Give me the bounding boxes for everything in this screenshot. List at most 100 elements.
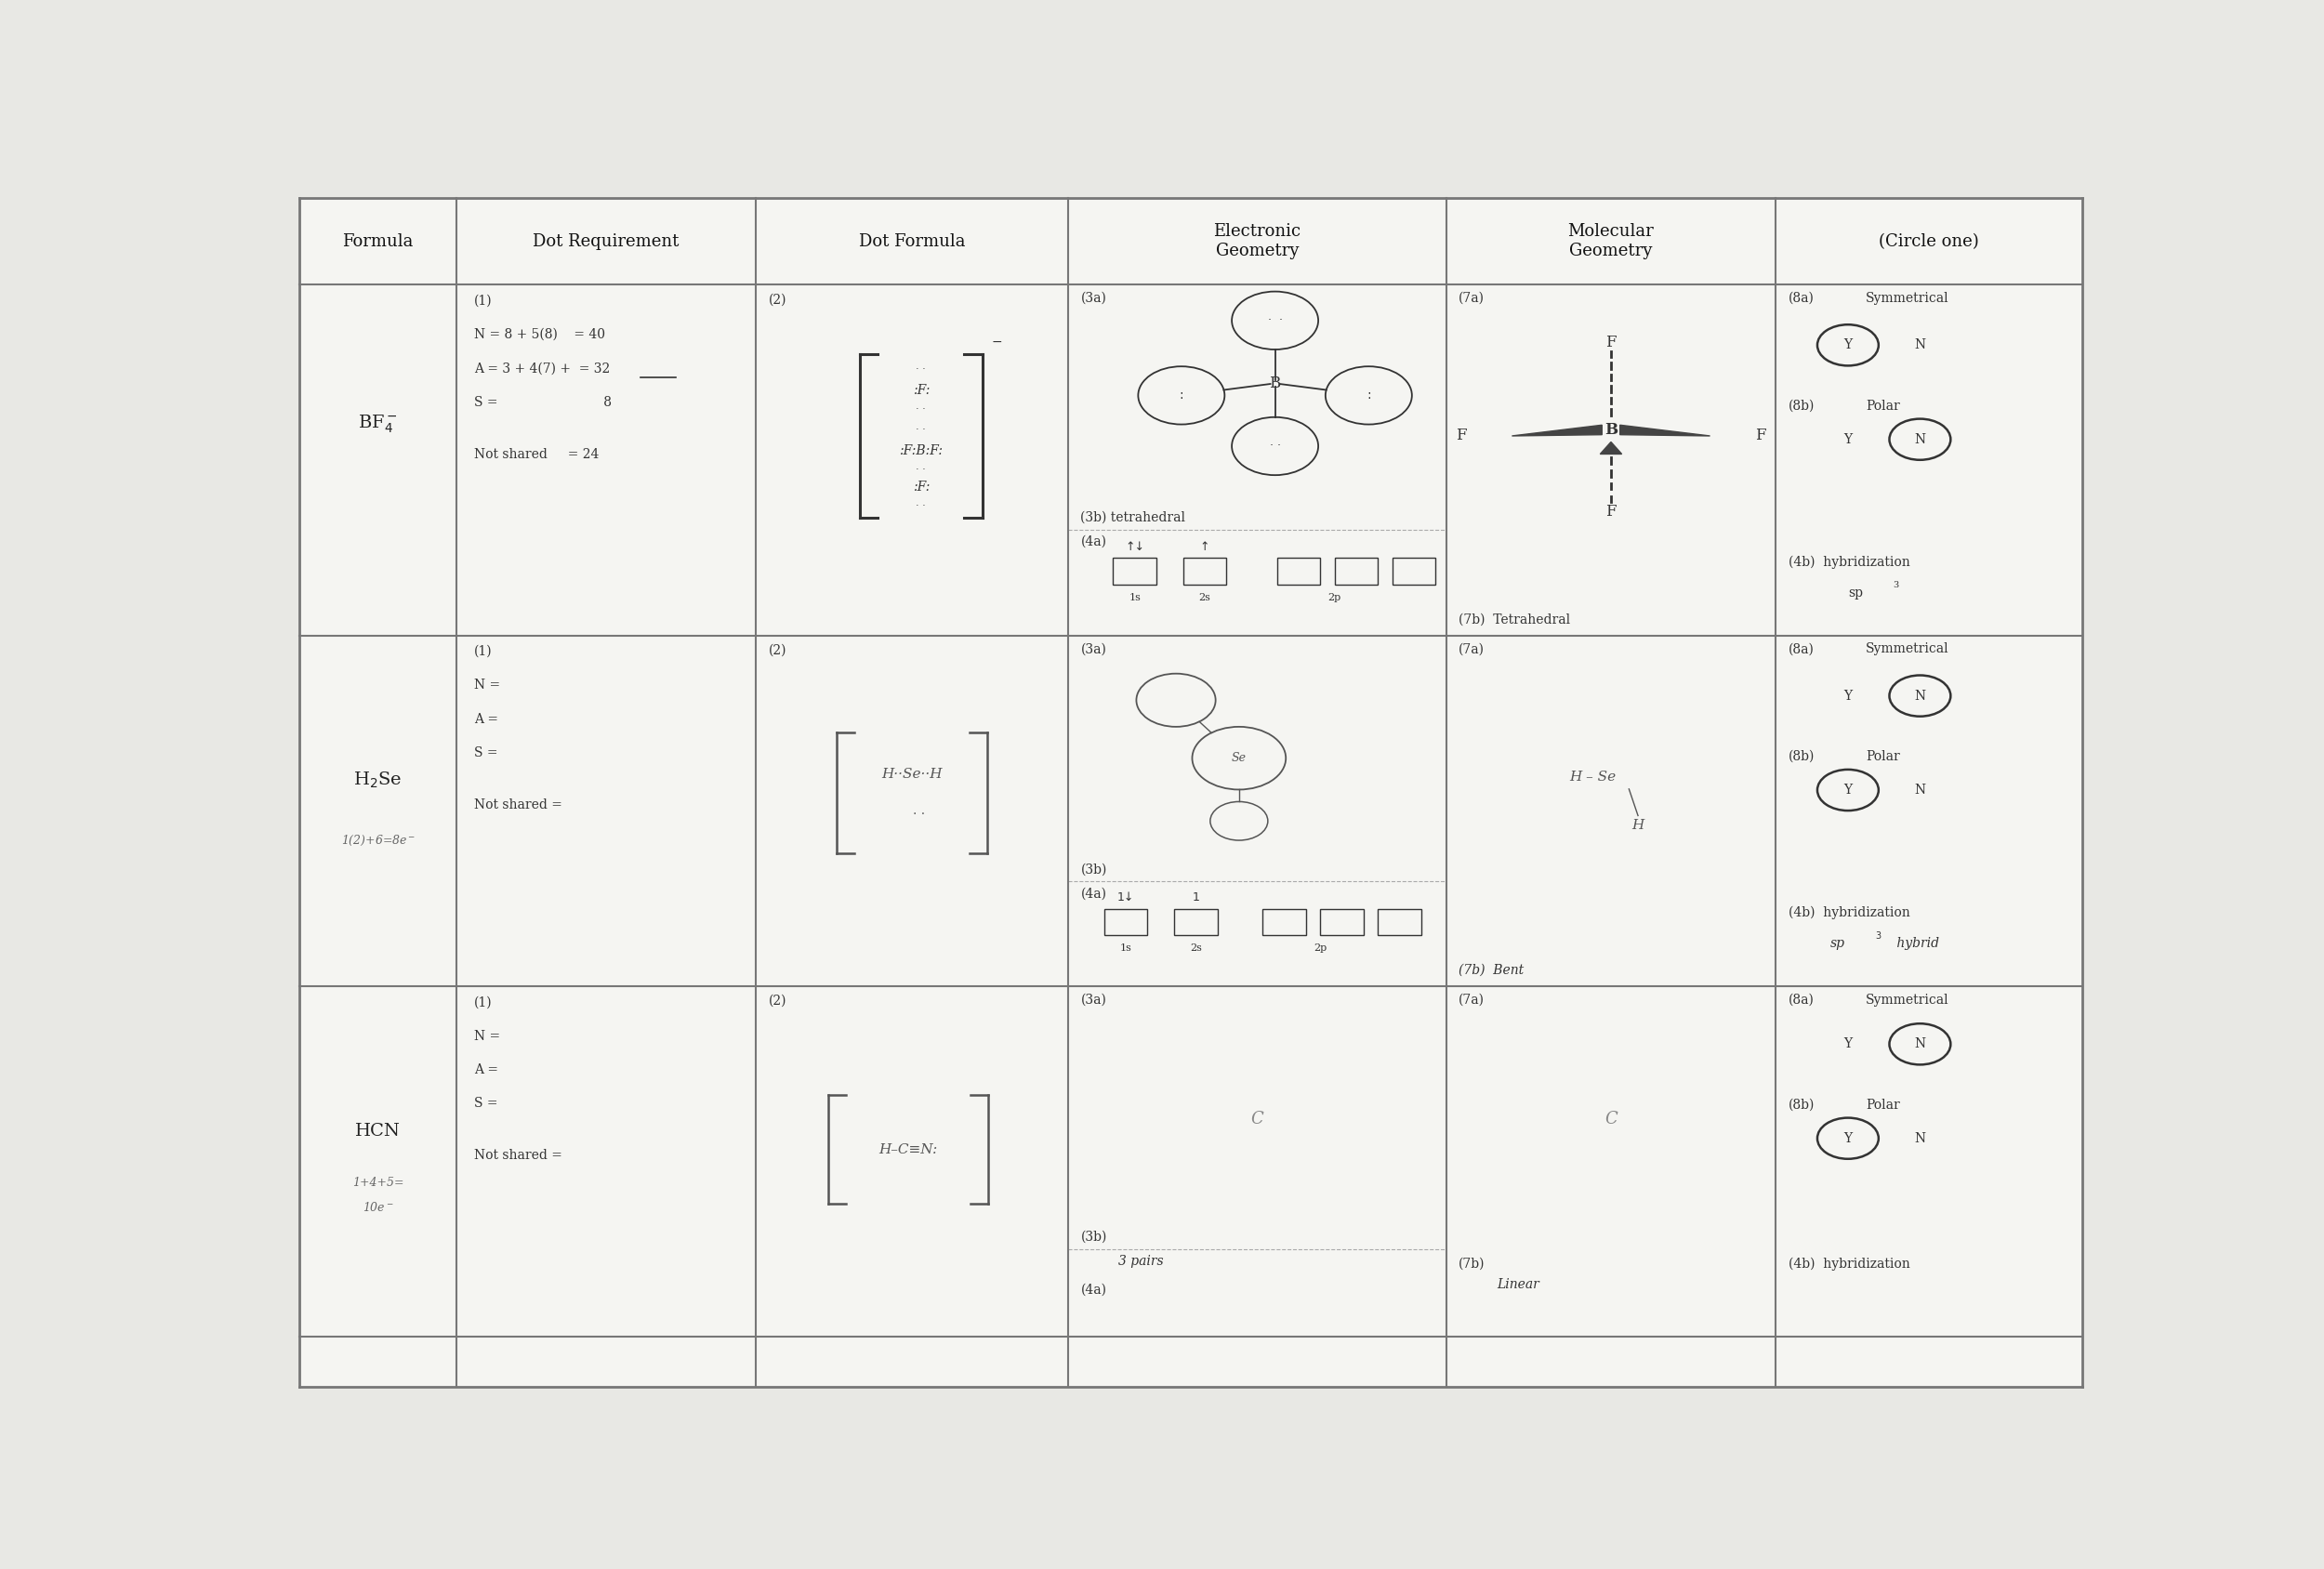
Text: · ·: · ·: [916, 502, 925, 510]
Polygon shape: [1620, 425, 1710, 436]
Text: F: F: [1755, 428, 1766, 444]
Text: N: N: [1915, 689, 1927, 703]
Text: · ·: · ·: [916, 366, 925, 373]
Text: 1: 1: [1192, 891, 1199, 904]
Text: Y: Y: [1843, 339, 1852, 351]
Text: A =: A =: [474, 712, 500, 726]
Text: S =: S =: [474, 1097, 497, 1111]
Text: (8b): (8b): [1789, 400, 1815, 413]
Bar: [1320, 908, 1364, 935]
Text: (4a): (4a): [1081, 535, 1106, 548]
Text: :: :: [1178, 389, 1183, 402]
Text: 3 pairs: 3 pairs: [1118, 1255, 1164, 1268]
Text: (3a): (3a): [1081, 643, 1106, 656]
Text: F: F: [1606, 504, 1618, 519]
Text: (7a): (7a): [1459, 292, 1485, 304]
Text: (3a): (3a): [1081, 292, 1106, 304]
Text: 10e$^-$: 10e$^-$: [363, 1200, 393, 1214]
Text: (8a): (8a): [1789, 993, 1815, 1006]
Text: (8a): (8a): [1789, 292, 1815, 304]
Polygon shape: [1513, 425, 1601, 436]
Text: C: C: [1250, 1111, 1264, 1128]
Bar: [1378, 908, 1420, 935]
Text: Electronic
Geometry: Electronic Geometry: [1213, 223, 1301, 259]
Text: Molecular
Geometry: Molecular Geometry: [1569, 223, 1655, 259]
Text: :F:: :F:: [913, 383, 930, 397]
Text: (8b): (8b): [1789, 750, 1815, 763]
Text: 2p: 2p: [1313, 943, 1327, 952]
Text: (7a): (7a): [1459, 643, 1485, 656]
Bar: [1276, 559, 1320, 585]
Text: ·  ·: · ·: [1267, 314, 1283, 326]
Text: · ·: · ·: [1269, 439, 1281, 452]
Text: · ·: · ·: [916, 425, 925, 435]
Text: · ·: · ·: [913, 808, 925, 821]
Text: Formula: Formula: [342, 232, 414, 249]
Text: N: N: [1915, 1037, 1927, 1051]
Text: (Circle one): (Circle one): [1880, 232, 1980, 249]
Text: (3b): (3b): [1081, 863, 1106, 876]
Text: Y: Y: [1843, 783, 1852, 797]
Text: B: B: [1269, 375, 1281, 391]
Text: H: H: [1631, 819, 1643, 832]
Text: (2): (2): [769, 995, 788, 1007]
Text: ↑↓: ↑↓: [1125, 541, 1143, 554]
Text: (2): (2): [769, 643, 788, 657]
Bar: [1334, 559, 1378, 585]
Text: Not shared =: Not shared =: [474, 1149, 562, 1163]
Text: 3: 3: [1894, 581, 1899, 590]
Text: 1(2)+6=8e$^-$: 1(2)+6=8e$^-$: [342, 835, 416, 847]
Text: B: B: [1604, 422, 1618, 438]
Text: 2s: 2s: [1199, 593, 1211, 602]
Bar: [1104, 908, 1148, 935]
Text: Dot Requirement: Dot Requirement: [532, 232, 679, 249]
Text: A = 3 + 4(7) +  = 32: A = 3 + 4(7) + = 32: [474, 362, 611, 375]
Bar: [1183, 559, 1227, 585]
Text: :F:: :F:: [913, 480, 930, 493]
Text: N =: N =: [474, 679, 500, 692]
Text: (4a): (4a): [1081, 886, 1106, 901]
Text: 1s: 1s: [1120, 943, 1132, 952]
Text: Symmetrical: Symmetrical: [1866, 993, 1950, 1006]
Text: F: F: [1457, 428, 1466, 444]
Text: HCN: HCN: [356, 1123, 400, 1139]
Text: Se: Se: [1232, 752, 1246, 764]
Text: F: F: [1606, 336, 1618, 351]
Text: (7a): (7a): [1459, 993, 1485, 1006]
Text: N =: N =: [474, 1029, 500, 1043]
Text: sp: sp: [1829, 937, 1845, 949]
Text: −: −: [992, 336, 1002, 348]
Text: S =                          8: S = 8: [474, 395, 611, 410]
Text: H$_2$Se: H$_2$Se: [353, 770, 402, 791]
Text: H–C≡N:: H–C≡N:: [878, 1142, 939, 1156]
Text: (7b)  Tetrahedral: (7b) Tetrahedral: [1459, 613, 1571, 626]
Text: 1+4+5=: 1+4+5=: [353, 1177, 404, 1189]
Text: (4b)  hybridization: (4b) hybridization: [1789, 1257, 1910, 1271]
Text: (8a): (8a): [1789, 643, 1815, 656]
Text: :: :: [1367, 389, 1371, 402]
Bar: [1392, 559, 1436, 585]
Text: (2): (2): [769, 293, 788, 306]
Text: Y: Y: [1843, 433, 1852, 446]
Text: N: N: [1915, 339, 1927, 351]
Text: Not shared     = 24: Not shared = 24: [474, 447, 600, 461]
Bar: [1113, 559, 1157, 585]
Text: (1): (1): [474, 295, 493, 308]
Text: Symmetrical: Symmetrical: [1866, 292, 1950, 304]
Text: S =: S =: [474, 747, 497, 759]
Text: (1): (1): [474, 645, 493, 657]
Text: · ·: · ·: [916, 464, 925, 474]
Text: Not shared =: Not shared =: [474, 799, 562, 811]
Text: Symmetrical: Symmetrical: [1866, 643, 1950, 656]
Text: hybrid: hybrid: [1894, 937, 1941, 949]
Text: (4b)  hybridization: (4b) hybridization: [1789, 907, 1910, 919]
Text: Y: Y: [1843, 1131, 1852, 1145]
Text: sp: sp: [1848, 587, 1864, 599]
Text: :F:B:F:: :F:B:F:: [899, 444, 944, 457]
Text: Y: Y: [1843, 1037, 1852, 1051]
Text: (4b)  hybridization: (4b) hybridization: [1789, 555, 1910, 570]
Text: N: N: [1915, 433, 1927, 446]
Bar: [1174, 908, 1218, 935]
Text: 2s: 2s: [1190, 943, 1202, 952]
Text: (8b): (8b): [1789, 1098, 1815, 1111]
